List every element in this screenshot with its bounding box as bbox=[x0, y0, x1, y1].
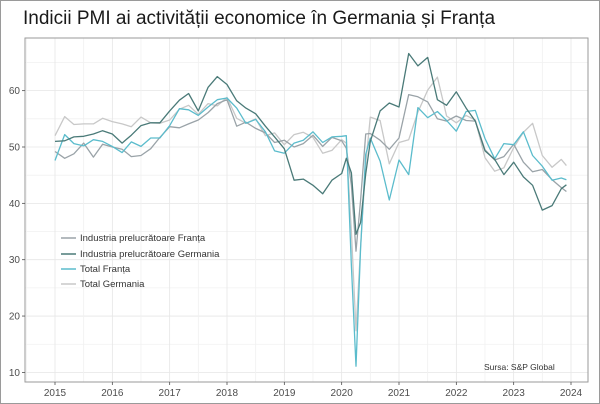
series-lines bbox=[54, 52, 567, 367]
x-tick-label: 2022 bbox=[445, 388, 468, 399]
y-tick-label: 10 bbox=[9, 368, 21, 379]
y-tick-label: 60 bbox=[9, 86, 21, 97]
legend-label: Industria prelucrătoare Franța bbox=[80, 233, 206, 244]
y-axis: 10 20 30 40 50 60 bbox=[9, 86, 25, 379]
x-tick-label: 2021 bbox=[388, 388, 411, 399]
x-tick-label: 2023 bbox=[503, 388, 526, 399]
legend-label: Total Germania bbox=[80, 279, 145, 290]
series-line-total-franta bbox=[54, 97, 567, 367]
legend-item[interactable]: Total Germania bbox=[61, 279, 145, 290]
legend-label: Industria prelucrătoare Germania bbox=[80, 249, 220, 260]
y-tick-label: 20 bbox=[9, 312, 21, 323]
series-line-industria-prelucratoare-franta bbox=[54, 93, 567, 252]
x-tick-label: 2024 bbox=[560, 388, 583, 399]
y-tick-label: 40 bbox=[9, 199, 21, 210]
plot-border bbox=[24, 37, 589, 383]
chart-title: Indicii PMI ai activității economice în … bbox=[23, 8, 496, 29]
x-tick-label: 2020 bbox=[331, 388, 354, 399]
x-tick-label: 2017 bbox=[159, 388, 182, 399]
x-tick-label: 2018 bbox=[216, 388, 239, 399]
series-line-total-germania bbox=[54, 76, 567, 332]
x-axis: 2015 2016 2017 2018 2019 2020 2021 2022 2023 2024 bbox=[44, 382, 583, 399]
grid bbox=[25, 38, 588, 382]
legend-label: Total Franța bbox=[80, 264, 131, 275]
series-line-industria-prelucratoare-germania bbox=[54, 52, 567, 235]
x-tick-label: 2019 bbox=[273, 388, 296, 399]
source-note: Sursa: S&P Global bbox=[484, 362, 555, 372]
x-tick-label: 2016 bbox=[101, 388, 124, 399]
y-tick-label: 50 bbox=[9, 143, 21, 154]
legend: Industria prelucrătoare Franța Industria… bbox=[61, 233, 220, 290]
legend-item[interactable]: Total Franța bbox=[61, 264, 131, 275]
legend-item[interactable]: Industria prelucrătoare Germania bbox=[61, 249, 220, 260]
x-tick-label: 2015 bbox=[44, 388, 67, 399]
legend-item[interactable]: Industria prelucrătoare Franța bbox=[61, 233, 206, 244]
y-tick-label: 30 bbox=[9, 255, 21, 266]
